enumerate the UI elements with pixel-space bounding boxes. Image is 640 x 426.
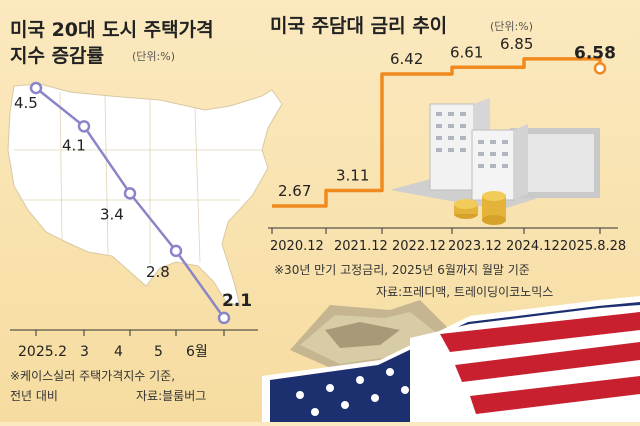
right-value-label: 3.11 (336, 167, 369, 185)
gold-coins-icon (454, 191, 506, 225)
left-data-point (77, 120, 91, 133)
right-chart: 2.67 3.11 6.42 6.61 6.85 6.58 2020.12 2021.12 2… (268, 35, 626, 254)
left-chart-note: ※케이스실러 주택가격지수 기준, (10, 369, 175, 383)
right-data-point (593, 62, 607, 75)
left-data-point (123, 187, 137, 200)
left-data-point (29, 81, 43, 95)
left-chart: 4.5 4.1 3.4 2.8 2.1 2025.2 3 4 5 6월 (10, 81, 258, 360)
left-x-tick-label: 5 (154, 344, 163, 360)
left-value-label: 3.4 (100, 205, 124, 223)
right-x-tick-label: 2020.12 (270, 239, 324, 254)
left-x-tick-label: 6월 (186, 344, 208, 360)
right-chart-unit: (단위:%) (490, 20, 533, 33)
left-value-label: 4.5 (14, 94, 38, 112)
left-value-label: 4.1 (62, 136, 86, 154)
right-x-tick-label: 2021.12 (334, 239, 388, 254)
right-chart-source: 자료:프레디맥, 트레이딩이코노믹스 (376, 285, 553, 299)
right-chart-note: ※30년 만기 고정금리, 2025년 6월까지 월말 기준 (274, 263, 530, 277)
us-map-icon (7, 83, 283, 307)
left-series-segment (129, 192, 177, 252)
right-chart-title: 미국 주담대 금리 추이 (270, 15, 447, 37)
left-data-point (217, 311, 231, 325)
us-flag-icon (262, 296, 640, 422)
left-chart-title-line2: 지수 증감률 (10, 45, 104, 67)
right-x-tick-label: 2022.12 (392, 239, 446, 254)
left-chart-note-line2: 전년 대비 (10, 389, 58, 403)
right-value-label: 6.42 (390, 50, 423, 68)
left-series-segment (174, 250, 226, 319)
left-x-tick-label: 2025.2 (18, 344, 67, 360)
left-series-segment (82, 125, 132, 195)
right-series-line (272, 57, 602, 208)
right-x-tick-label: 2025.8.28 (560, 239, 626, 254)
right-x-tick-label: 2024.12 (506, 239, 560, 254)
right-value-label: 6.61 (450, 43, 483, 61)
apartment-buildings-icon (390, 98, 600, 210)
left-value-label: 2.1 (222, 291, 252, 311)
state-borders (14, 91, 262, 264)
right-x-tick-label: 2023.12 (448, 239, 502, 254)
right-value-label: 6.85 (500, 35, 533, 53)
left-x-tick-label: 4 (114, 344, 123, 360)
left-x-tick-label: 3 (80, 344, 89, 360)
left-chart-title: 미국 20대 도시 주택가격 (10, 19, 214, 41)
left-series-segment (35, 87, 85, 128)
right-value-label: 2.67 (278, 182, 311, 200)
left-data-point (169, 244, 183, 258)
left-value-label: 2.8 (146, 263, 170, 281)
left-chart-source: 자료:블룸버그 (136, 389, 206, 403)
left-chart-unit: (단위:%) (132, 50, 175, 63)
right-value-label: 6.58 (574, 43, 616, 63)
